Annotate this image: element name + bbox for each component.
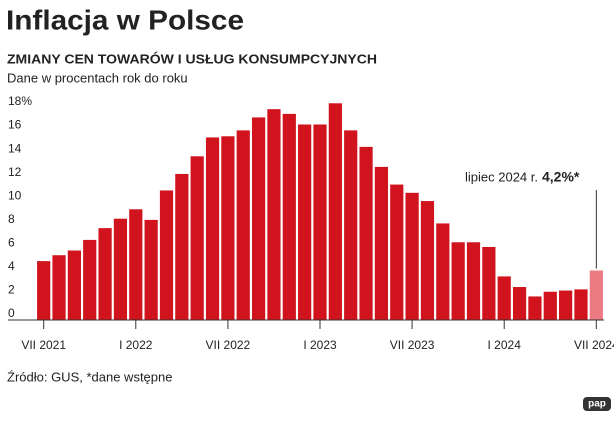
- bar: [313, 124, 327, 320]
- x-tick-label: I 2023: [303, 338, 337, 352]
- bar: [559, 290, 573, 320]
- chart-title: Inflacja w Polsce: [6, 4, 244, 35]
- bar: [436, 223, 450, 320]
- bar: [190, 156, 204, 320]
- y-tick-label: 6: [8, 236, 15, 250]
- x-tick-label: VII 2021: [21, 338, 66, 352]
- bar: [113, 218, 128, 320]
- x-tick-label: I 2024: [488, 338, 522, 352]
- y-tick-label: 16: [8, 118, 22, 132]
- bar: [344, 130, 358, 320]
- bar: [359, 146, 373, 320]
- bar: [236, 130, 250, 320]
- bar: [159, 190, 174, 320]
- bar: [543, 291, 557, 320]
- x-tick-label: I 2022: [119, 338, 153, 352]
- bar: [129, 209, 143, 320]
- y-tick-label: 0: [8, 306, 15, 320]
- y-tick-label: 2: [8, 283, 15, 297]
- bar: [205, 137, 220, 320]
- bar: [466, 242, 481, 320]
- bar: [37, 261, 51, 320]
- bar: [528, 296, 542, 320]
- bar: [67, 250, 81, 320]
- bar: [175, 173, 189, 320]
- logo: pap: [588, 399, 606, 410]
- bar: [328, 103, 342, 321]
- source: Źródło: GUS, *dane wstępne: [7, 369, 172, 384]
- bar: [221, 136, 235, 320]
- x-tick-label: VII 2024: [574, 338, 614, 352]
- bar: [390, 184, 404, 320]
- bar: [144, 219, 158, 320]
- bar: [374, 166, 389, 320]
- y-tick-label: 10: [8, 188, 22, 202]
- bar: [497, 276, 511, 320]
- y-tick-label: 4: [8, 259, 15, 273]
- chart-note: Dane w procentach rok do roku: [7, 70, 188, 85]
- bar: [574, 289, 588, 320]
- y-tick-label: 14: [8, 141, 22, 155]
- x-tick-label: VII 2022: [206, 338, 251, 352]
- bar: [282, 113, 296, 320]
- annotation: lipiec 2024 r.: [465, 169, 538, 184]
- y-tick-label: 8: [8, 212, 15, 226]
- chart-subtitle: ZMIANY CEN TOWARÓW I USŁUG KONSUMPCYJNYC…: [7, 51, 377, 66]
- annotation-value: 4,2%*: [542, 169, 580, 185]
- bar: [420, 201, 435, 320]
- bar: [52, 255, 66, 320]
- bar: [98, 228, 112, 320]
- x-tick-label: VII 2023: [390, 338, 435, 352]
- y-tick-label: 12: [8, 165, 22, 179]
- bar: [267, 109, 281, 320]
- bar: [251, 117, 266, 320]
- y-tick-label: 18%: [8, 94, 32, 108]
- bar: [451, 242, 465, 320]
- bar: [405, 192, 419, 320]
- logo-box: [583, 397, 611, 411]
- bar: [482, 246, 496, 320]
- bar: [83, 239, 97, 320]
- bar: [512, 287, 527, 320]
- bar: [589, 270, 603, 320]
- bar: [298, 124, 312, 320]
